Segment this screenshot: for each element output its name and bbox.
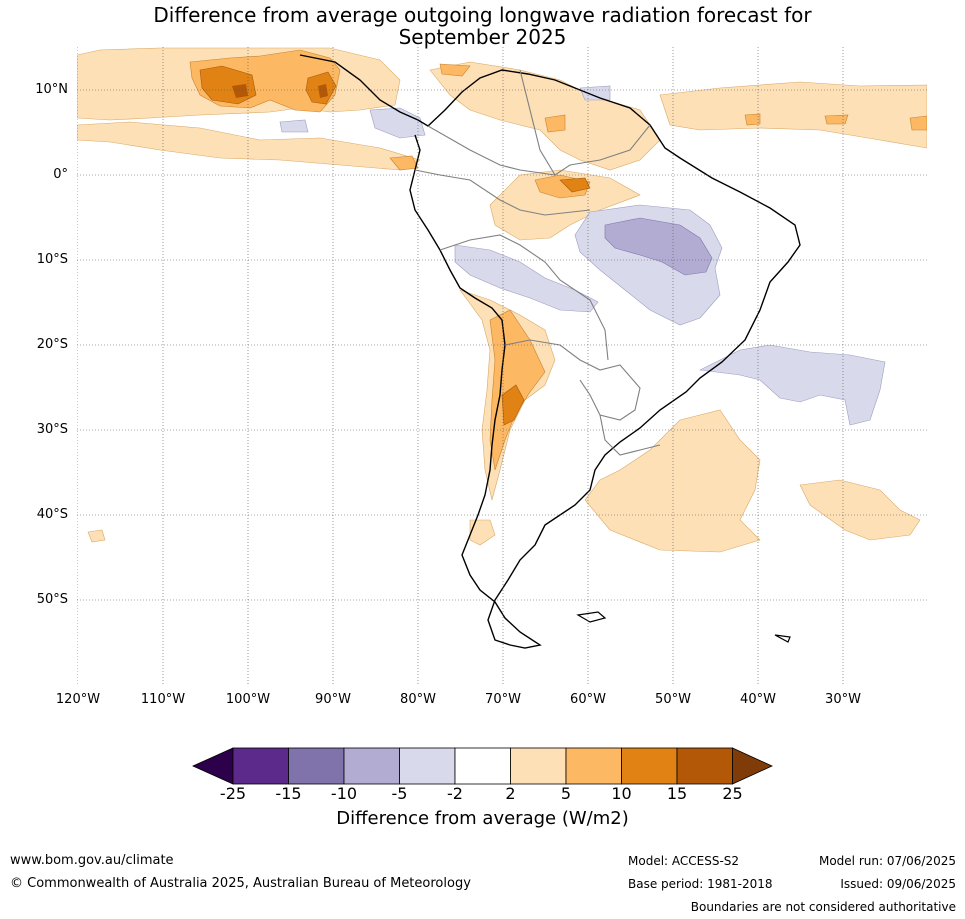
colorbar-bin: [565, 747, 622, 785]
colorbar: [192, 747, 773, 785]
footer-copyright: © Commonwealth of Australia 2025, Austra…: [10, 876, 471, 891]
colorbar-tick: -10: [330, 784, 358, 803]
colorbar-title: Difference from average (W/m2): [336, 808, 629, 829]
lon-label: 110°W: [140, 692, 186, 707]
lat-label: 40°S: [36, 507, 68, 522]
footer-model: Model: ACCESS-S2: [628, 854, 740, 868]
lat-label: 20°S: [36, 337, 68, 352]
colorbar-tick: 25: [722, 784, 743, 803]
colorbar-tick: -5: [391, 784, 408, 803]
footer-url[interactable]: www.bom.gov.au/climate: [10, 853, 174, 868]
footer-issued: Issued: 09/06/2025: [840, 877, 956, 891]
lat-label: 10°S: [36, 252, 68, 267]
title-line-2: September 2025: [398, 25, 567, 49]
colorbar-extend-high: [732, 747, 773, 785]
footer-base-period: Base period: 1981-2018: [628, 877, 773, 891]
lon-label: 80°W: [400, 692, 436, 707]
title-line-1: Difference from average outgoing longwav…: [153, 3, 812, 27]
footer-disclaimer: Boundaries are not considered authoritat…: [690, 900, 956, 914]
lat-label: 30°S: [36, 422, 68, 437]
anomaly-negative-medium: [604, 217, 713, 276]
footer-model-run: Model run: 07/06/2025: [818, 854, 956, 868]
lon-label: 60°W: [570, 692, 606, 707]
colorbar-tick: 10: [611, 784, 632, 803]
lon-label: 40°W: [740, 692, 776, 707]
lat-label: 10°N: [35, 82, 68, 97]
islands: [576, 611, 791, 643]
lon-label: 90°W: [315, 692, 351, 707]
lon-label: 120°W: [55, 692, 101, 707]
anomaly-positive-light: [77, 47, 927, 553]
colorbar-tick: -15: [275, 784, 302, 803]
colorbar-tick: 15: [666, 784, 688, 803]
colorbar-bin: [232, 747, 289, 785]
colorbar-bin: [288, 747, 345, 785]
colorbar-bin: [399, 747, 456, 785]
colorbar-bin: [621, 747, 678, 785]
colorbar-tick: -25: [219, 784, 247, 803]
colorbar-extend-low: [192, 747, 234, 785]
lon-label: 100°W: [225, 692, 271, 707]
gridlines: [77, 47, 927, 685]
lon-label: 70°W: [485, 692, 521, 707]
lat-label: 50°S: [36, 592, 68, 607]
colorbar-tick: 5: [560, 784, 572, 803]
colorbar-bin: [454, 747, 511, 785]
anomaly-positive-extreme: [232, 84, 328, 98]
lon-label: 50°W: [655, 692, 691, 707]
lon-label: 30°W: [825, 692, 861, 707]
colorbar-bin: [676, 747, 733, 785]
map-title: Difference from average outgoing longwav…: [0, 4, 965, 48]
lat-label: 0°: [53, 167, 68, 182]
coastline: [299, 54, 801, 649]
colorbar-bin: [343, 747, 400, 785]
colorbar-bin: [510, 747, 567, 785]
colorbar-tick: -2: [447, 784, 463, 803]
colorbar-tick: 2: [505, 784, 516, 803]
